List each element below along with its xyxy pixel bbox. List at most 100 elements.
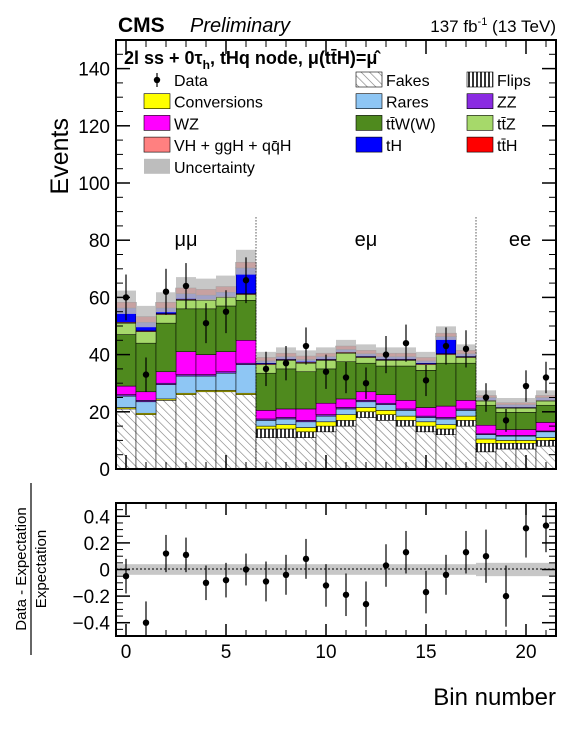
legend-item-th: tH xyxy=(355,136,402,155)
data-point-14 xyxy=(402,339,410,347)
y-tick-label-40: 40 xyxy=(89,346,110,367)
data-point-9 xyxy=(302,342,310,350)
y-tick-label-100: 100 xyxy=(78,174,110,195)
legend-item-conversions: Conversions xyxy=(143,93,263,112)
stack-bar-wz-15 xyxy=(415,407,437,417)
ratio-point-2 xyxy=(162,550,170,557)
ratio-y-tick-label-0: −0.4 xyxy=(72,614,110,635)
ratio-point-16 xyxy=(442,571,450,579)
region-label-2: ee xyxy=(509,229,531,251)
stack-bar-wz-16 xyxy=(435,405,457,418)
stack-bar-flips-7 xyxy=(255,428,277,438)
data-point-8 xyxy=(282,359,290,367)
region-label-1: eμ xyxy=(355,229,378,251)
stack-bar-fakes-6 xyxy=(235,394,257,470)
uncertainty-band-12 xyxy=(356,344,376,357)
ratio-point-21 xyxy=(542,522,550,529)
stack-bar-wz-2 xyxy=(155,371,177,384)
stack-bar-rares-2 xyxy=(155,384,177,400)
y-axis-label: Events xyxy=(46,118,74,194)
category-label: 2l ss + 0τh, tHq node, μ(tt̄H)=μ̂ xyxy=(124,48,381,72)
x-tick-label-10: 10 xyxy=(315,642,336,663)
stack-bar-ttw-0 xyxy=(115,334,137,387)
x-tick-label-5: 5 xyxy=(221,642,232,663)
data-point-4 xyxy=(202,319,210,327)
uncertainty-band-20 xyxy=(516,398,536,408)
data-point-20 xyxy=(522,382,530,390)
stack-bar-ttz-1 xyxy=(135,331,157,344)
stack-bar-fakes-1 xyxy=(135,414,157,470)
legend-label-ttw: tt̄W(W) xyxy=(386,116,436,133)
data-point-13 xyxy=(382,351,390,358)
legend-item-flips: Flips xyxy=(466,71,531,90)
stack-bar-rares-11 xyxy=(335,408,357,415)
legend-item-uncertainty: Uncertainty xyxy=(144,158,255,177)
legend-swatch-vh xyxy=(143,136,171,153)
uncertainty-band-11 xyxy=(336,339,356,353)
data-point-3 xyxy=(182,282,190,290)
stack-bar-ttz-21 xyxy=(535,400,557,406)
ratio-point-6 xyxy=(242,566,250,573)
y-tick-label-120: 120 xyxy=(78,117,110,138)
stack-bar-wz-20 xyxy=(515,429,537,436)
stack-bar-rares-4 xyxy=(195,375,217,391)
data-point-21 xyxy=(542,374,550,381)
ratio-y-tick-label-1: −0.2 xyxy=(72,587,110,608)
ratio-y-label: Data - Expectation Expectation xyxy=(13,483,50,655)
stack-bar-conversions-12 xyxy=(355,407,377,413)
stack-bar-conversions-8 xyxy=(275,424,297,430)
legend-swatch-zz xyxy=(466,93,494,109)
stack-bar-wz-1 xyxy=(135,391,157,401)
stack-bar-conversions-16 xyxy=(435,424,457,430)
ratio-y-tick-label-2: 0 xyxy=(99,561,110,582)
stack-bar-conversions-15 xyxy=(415,421,437,427)
stack-bar-rares-20 xyxy=(515,435,537,441)
stack-bar-rares-6 xyxy=(235,364,257,394)
legend-swatch-wz xyxy=(143,115,171,131)
stack-bar-wz-10 xyxy=(315,402,337,415)
region-label-0: μμ xyxy=(174,229,197,251)
stack-bar-rares-9 xyxy=(295,421,317,428)
stack-bar-ttz-11 xyxy=(335,352,357,363)
stack-bar-wz-8 xyxy=(275,408,297,418)
ratio-point-11 xyxy=(342,591,350,598)
y-tick-label-20: 20 xyxy=(89,403,110,424)
legend-item-rares: Rares xyxy=(355,93,429,112)
ratio-axes: −0.4 −0.2 0 0.2 0.4 0 5 10 15 20 xyxy=(72,502,556,663)
stack-bar-wz-3 xyxy=(175,351,197,375)
ratio-point-13 xyxy=(382,562,390,569)
data-point-10 xyxy=(322,368,330,375)
ratio-point-5 xyxy=(222,576,230,584)
stack-bar-ttw-20 xyxy=(515,412,537,430)
data-point-19 xyxy=(502,417,510,424)
legend-item-vh: VH + ggH + qq̄H xyxy=(143,136,291,155)
data-point-15 xyxy=(422,377,430,384)
legend-swatch-uncertainty xyxy=(144,158,170,174)
preliminary-label: Preliminary xyxy=(190,15,291,37)
stack-bar-ttz-0 xyxy=(115,322,137,335)
legend-swatch-tth xyxy=(466,136,494,153)
legend-item-wz: WZ xyxy=(143,115,199,133)
stack-bar-wz-4 xyxy=(195,354,217,375)
stack-bar-conversions-20 xyxy=(515,440,537,444)
stack-bar-rares-18 xyxy=(475,434,497,440)
stack-bar-conversions-14 xyxy=(395,415,417,421)
uncertainty-band-21 xyxy=(536,390,556,401)
legend-swatch-th xyxy=(355,136,383,153)
stack-bar-flips-20 xyxy=(515,443,537,450)
stack-bar-fakes-2 xyxy=(155,400,177,470)
ratio-point-10 xyxy=(322,582,330,589)
legend-swatch-fakes xyxy=(355,71,383,88)
stack-bar-conversions-17 xyxy=(455,415,477,421)
stack-bar-wz-9 xyxy=(295,408,317,421)
stack-bar-rares-15 xyxy=(415,417,437,423)
legend-swatch-flips xyxy=(466,71,494,88)
y-tick-label-0: 0 xyxy=(99,460,110,481)
ratio-point-18 xyxy=(482,553,490,560)
legend-item-fakes: Fakes xyxy=(355,71,430,90)
ratio-point-0 xyxy=(122,572,130,580)
ratio-y-label-numerator: Data - Expectation xyxy=(13,507,30,630)
main-plot: μμ eμ ee 0 20 40 60 80 100 120 140 Events 2l ss +… xyxy=(46,39,557,481)
legend-label-zz: ZZ xyxy=(497,95,517,112)
stack-bar-conversions-13 xyxy=(375,410,397,415)
